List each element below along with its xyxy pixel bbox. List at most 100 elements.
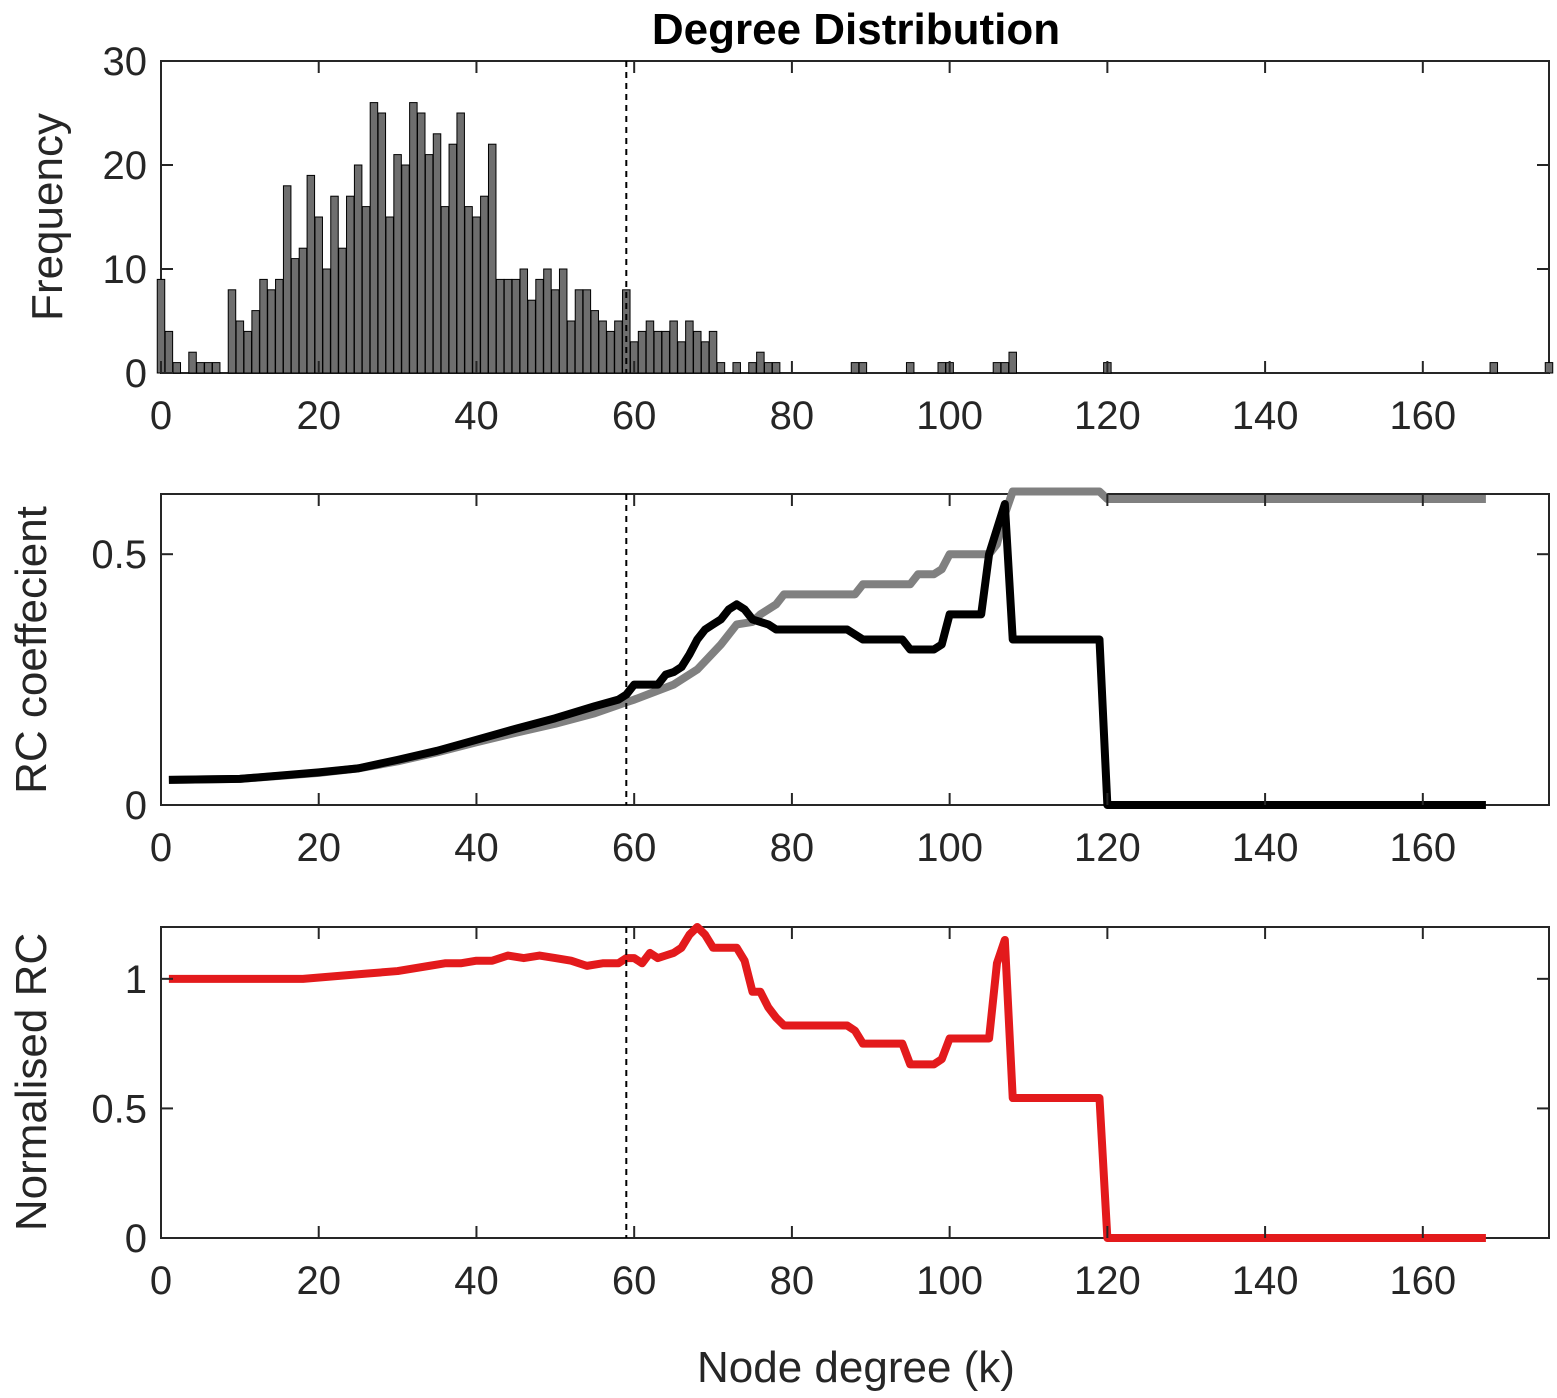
histogram-bar <box>290 258 300 374</box>
histogram-bar <box>330 195 339 374</box>
histogram-bar <box>543 268 552 374</box>
histogram-bar <box>243 330 252 374</box>
series-line-1 <box>168 923 1486 1242</box>
histogram-bar <box>172 362 182 374</box>
x-tick-label: 100 <box>916 1259 983 1303</box>
histogram-bar <box>196 362 205 374</box>
y-tick-label: 1 <box>125 958 147 1002</box>
x-tick-label: 80 <box>770 394 815 438</box>
histogram-bar <box>574 289 584 374</box>
x-tick-label: 160 <box>1389 394 1456 438</box>
histogram-bar <box>298 247 308 374</box>
histogram-bar <box>606 330 615 374</box>
histogram-bar <box>708 330 718 374</box>
histogram-bar <box>338 247 347 374</box>
histogram-bar <box>361 206 371 374</box>
histogram-bar <box>346 195 355 374</box>
histogram-bar <box>227 289 237 374</box>
x-tick-label: 100 <box>916 826 983 870</box>
histogram-bar <box>235 320 245 374</box>
histogram-bar <box>432 133 442 374</box>
histogram-bar <box>306 174 316 374</box>
x-tick-label: 140 <box>1232 394 1299 438</box>
x-tick-label: 40 <box>454 1259 499 1303</box>
x-tick-label: 120 <box>1074 1259 1141 1303</box>
histogram-bar <box>385 216 394 374</box>
histogram-bar <box>732 362 741 374</box>
histogram-bar <box>685 320 694 374</box>
histogram-bar <box>511 278 521 374</box>
x-tick-label: 0 <box>150 826 172 870</box>
x-tick-label: 20 <box>296 1259 341 1303</box>
x-tick-label: 60 <box>612 394 657 438</box>
histogram-bar <box>401 164 410 374</box>
histogram-bar <box>771 362 781 374</box>
y-tick-label: 0 <box>125 352 147 396</box>
histogram-bar <box>858 362 868 374</box>
series-line-2 <box>168 500 1486 809</box>
histogram-bar <box>503 278 513 374</box>
histogram-bar <box>188 351 197 374</box>
histogram-bar <box>440 206 450 374</box>
x-tick-label: 0 <box>150 394 172 438</box>
histogram-bar <box>590 310 599 374</box>
histogram-bar <box>748 362 757 374</box>
histogram-bar <box>669 320 678 374</box>
panel-rc-coefficient: 0 20 40 60 80 100 120 140 160 0 0.5 RC coeffecient <box>7 487 1550 870</box>
histogram-bar <box>716 362 726 374</box>
y-tick-label: 0.5 <box>91 533 147 577</box>
histogram-bar <box>551 289 560 374</box>
series-line-1 <box>168 487 1486 784</box>
plot-frame <box>160 493 1550 806</box>
x-tick-label: 120 <box>1074 394 1141 438</box>
histogram-bar <box>393 154 402 374</box>
y-tick-label: 0 <box>125 784 147 828</box>
histogram-bar <box>282 185 292 374</box>
histogram-bar <box>850 362 860 374</box>
histogram-bar <box>204 362 213 374</box>
histogram-bar <box>495 278 505 374</box>
histogram-bar <box>456 112 465 374</box>
x-tick-label: 160 <box>1389 826 1456 870</box>
x-tick-label: 140 <box>1232 1259 1299 1303</box>
x-tick-label: 0 <box>150 1259 172 1303</box>
histogram-bar <box>1000 362 1010 374</box>
histogram-bar <box>480 195 489 374</box>
figure-title: Degree Distribution <box>652 5 1060 54</box>
histogram-bar <box>558 268 568 374</box>
plot-frame <box>160 926 1550 1239</box>
histogram-bar <box>937 362 946 374</box>
x-tick-label: 140 <box>1232 826 1299 870</box>
x-tick-label: 120 <box>1074 826 1141 870</box>
x-tick-label: 40 <box>454 394 499 438</box>
histogram-bar <box>1489 362 1499 374</box>
histogram-bar <box>566 320 576 374</box>
x-tick-label: 80 <box>770 1259 815 1303</box>
histogram-bar <box>653 330 663 374</box>
histogram-bar <box>417 112 426 374</box>
histogram-bar <box>693 330 702 374</box>
histogram-bar <box>598 320 607 374</box>
y-tick-label: 0 <box>125 1217 147 1261</box>
x-tick-label: 40 <box>454 826 499 870</box>
histogram-bar <box>424 154 434 374</box>
x-tick-label: 20 <box>296 826 341 870</box>
histogram-bar <box>582 289 592 374</box>
histogram-bar <box>527 299 536 374</box>
y-tick-label: 30 <box>103 40 148 84</box>
histogram-bar <box>764 362 773 374</box>
histogram-bar <box>905 362 915 374</box>
y-axis-label: Frequency <box>23 113 72 321</box>
histogram-bar <box>448 143 458 374</box>
x-tick-label: 80 <box>770 826 815 870</box>
histogram-bar <box>637 330 647 374</box>
histogram-bar <box>369 102 379 374</box>
y-axis-label: RC coeffecient <box>7 506 56 794</box>
histogram-bar <box>700 341 710 374</box>
histogram-bar <box>251 310 260 374</box>
histogram-bar <box>519 268 529 374</box>
histogram-bar <box>661 330 670 374</box>
y-tick-label: 10 <box>103 248 148 292</box>
y-axis-label: Normalised RC <box>7 933 56 1231</box>
